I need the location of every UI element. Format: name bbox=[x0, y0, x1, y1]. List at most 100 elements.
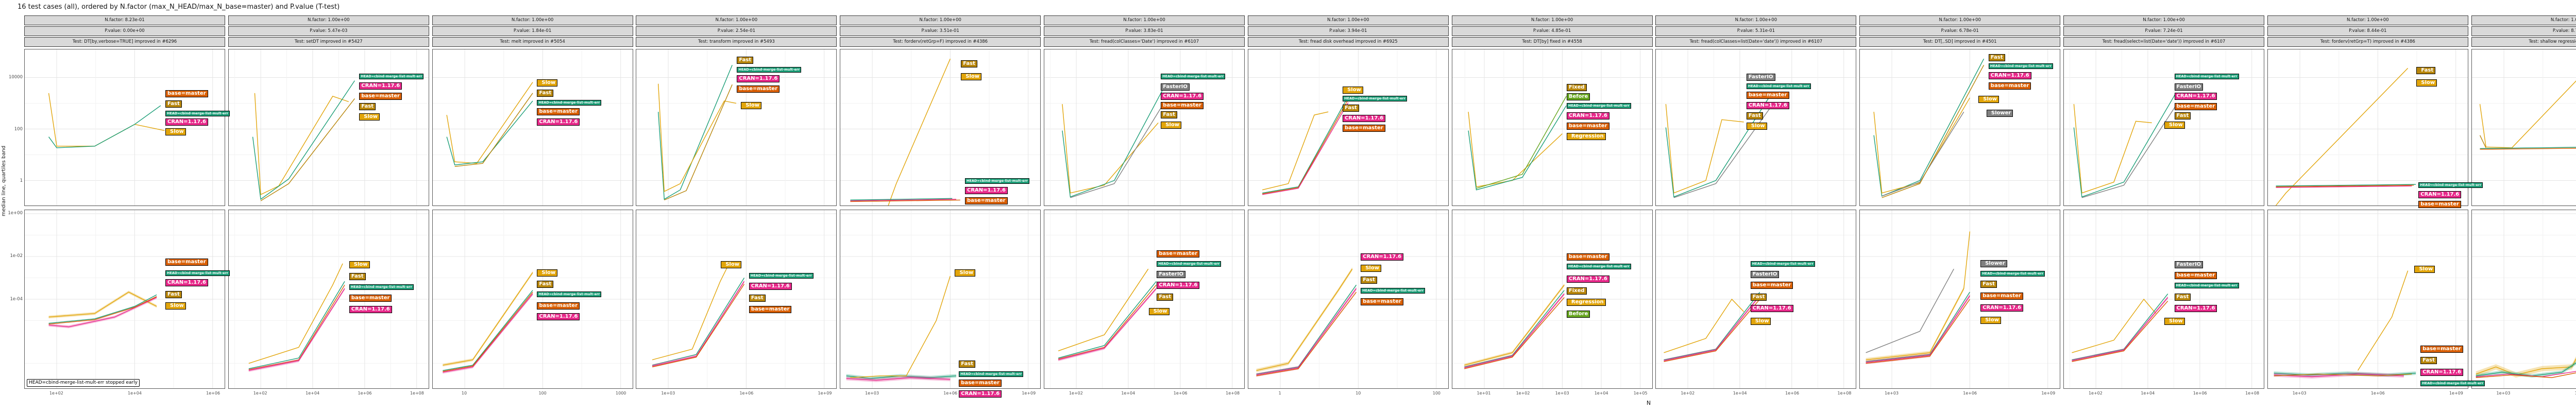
median-line bbox=[249, 264, 343, 364]
series-label: Fast bbox=[1161, 111, 1177, 119]
quartile-band bbox=[1058, 287, 1157, 362]
series-label: Fixed bbox=[1566, 84, 1587, 92]
median-line bbox=[851, 276, 951, 377]
median-line bbox=[443, 272, 533, 365]
median-line bbox=[1666, 93, 1772, 197]
median-line bbox=[652, 265, 728, 359]
series-plot bbox=[1656, 49, 1856, 205]
series-label: Fast bbox=[749, 294, 766, 302]
series-label: CRAN=1.17.6 bbox=[1343, 114, 1386, 122]
facet-strip-nfactor: N.factor: 1.00e+00 bbox=[1247, 15, 1449, 25]
x-tick-label: 1e+06 bbox=[943, 391, 958, 396]
series-label: Slower bbox=[1986, 110, 2013, 117]
x-tick-label: 1e+04 bbox=[128, 391, 142, 396]
median-line bbox=[1262, 102, 1348, 195]
series-label: HEAD=cbind-merge-list-mult-err bbox=[2174, 74, 2239, 80]
median-line bbox=[1464, 285, 1564, 365]
series-label: Fast bbox=[1980, 281, 1997, 288]
median-line bbox=[2276, 184, 2416, 186]
x-tick-label: 1e+06 bbox=[206, 391, 221, 396]
panel-seconds: Slow Fast HEAD=cbind-merge-list-mult-err ba… bbox=[840, 210, 1041, 398]
y-tick-label: 1e+00 bbox=[8, 210, 23, 216]
median-line bbox=[1666, 104, 1744, 193]
series-label: base=master bbox=[537, 108, 580, 116]
median-line bbox=[1464, 294, 1564, 368]
facet-strip-pvalue: P.value: 1.84e-01 bbox=[432, 26, 633, 36]
series-plot bbox=[2064, 49, 2264, 205]
x-tick-label: 1e+06 bbox=[1963, 391, 1977, 396]
y-tick-label: 1 bbox=[20, 178, 23, 184]
median-line bbox=[1256, 269, 1352, 370]
series-plot bbox=[1452, 210, 1652, 388]
series-label: Slow bbox=[1161, 122, 1181, 129]
median-line bbox=[1866, 299, 1970, 364]
series-label: Slow bbox=[1746, 122, 1767, 130]
facet-strip-nfactor: N.factor: 1.00e+00 bbox=[1451, 15, 1653, 25]
median-line bbox=[49, 298, 157, 327]
series-label: HEAD=cbind-merge-list-mult-err bbox=[2174, 282, 2239, 288]
panel-kilobytes: Fixed Before HEAD=cbind-merge-list-mult-er… bbox=[1451, 49, 1653, 206]
series-label: base=master bbox=[1343, 125, 1385, 132]
x-tick-label: 1e+06 bbox=[2370, 391, 2385, 396]
median-line bbox=[2274, 374, 2412, 375]
y-tick-label: 1e-02 bbox=[10, 253, 23, 259]
series-label: HEAD=cbind-merge-list-mult-err bbox=[349, 284, 414, 290]
panel-kilobytes: FasterIO HEAD=cbind-merge-list-mult-err ba… bbox=[1655, 49, 1857, 206]
series-label: Fast bbox=[1750, 293, 1767, 301]
series-label: CRAN=1.17.6 bbox=[2420, 368, 2464, 376]
series-label: CRAN=1.17.6 bbox=[1566, 112, 1609, 119]
series-label: Slow bbox=[165, 302, 186, 310]
x-tick-label: 1e+03 bbox=[2496, 391, 2511, 396]
series-label: CRAN=1.17.6 bbox=[349, 306, 392, 314]
median-line bbox=[1866, 296, 1970, 363]
median-line bbox=[1664, 292, 1760, 359]
series-label: base=master bbox=[1566, 122, 1609, 130]
x-tick-label: 10 bbox=[1355, 391, 1361, 396]
series-label: Slow bbox=[961, 73, 981, 80]
x-tick-label: 1e+08 bbox=[2245, 391, 2260, 396]
series-label: HEAD=cbind-merge-list-mult-err bbox=[2418, 182, 2483, 188]
series-label: Fast bbox=[1361, 276, 1377, 284]
median-line bbox=[2072, 299, 2156, 353]
series-label: base=master bbox=[749, 306, 792, 314]
x-tick-label: 1e+09 bbox=[1022, 391, 1036, 396]
facet-strip-pvalue: P.value: 7.24e-01 bbox=[2063, 26, 2264, 36]
x-tick-label: 1e+06 bbox=[1785, 391, 1800, 396]
x-tick-label: 1e+04 bbox=[2141, 391, 2155, 396]
median-line bbox=[1262, 99, 1348, 194]
median-line bbox=[652, 278, 744, 365]
series-label: Fast bbox=[1746, 112, 1763, 119]
median-line bbox=[255, 93, 348, 195]
series-label: base=master bbox=[964, 197, 1008, 204]
panel-kilobytes: RegressionFixedHEAD=cbind-merge-list-mul… bbox=[2471, 49, 2576, 206]
facet-strip-nfactor: N.factor: 1.00e+00 bbox=[1655, 15, 1857, 25]
series-plot bbox=[2064, 210, 2264, 388]
series-label: Slow bbox=[2416, 79, 2437, 87]
median-line bbox=[2358, 271, 2408, 371]
facet-strip-nfactor: N.factor: 1.00e+00 bbox=[840, 15, 1041, 25]
facet-strip-nfactor: N.factor: 1.00e+00 bbox=[2471, 15, 2576, 25]
facet-strip-test: Test: DT[by] fixed in #4558 bbox=[1451, 37, 1653, 47]
panel-seconds: HEAD=cbind-merge-list-mult-err FasterIO ba… bbox=[1655, 210, 1857, 389]
facet-strip-pvalue: P.value: 4.85e-01 bbox=[1451, 26, 1653, 36]
y-tick-label: 1e-04 bbox=[10, 297, 23, 302]
median-line bbox=[443, 294, 533, 372]
x-tick-label: 1e+02 bbox=[253, 391, 267, 396]
series-label: HEAD=cbind-merge-list-mult-err bbox=[1980, 271, 2045, 277]
median-line bbox=[1058, 281, 1156, 358]
series-label: Slow bbox=[1978, 95, 1999, 103]
panel-kilobytes: Slow HEAD=cbind-merge-list-mult-err Fast CR… bbox=[1247, 49, 1449, 206]
facet-strip-pvalue: P.value: 3.51e-01 bbox=[840, 26, 1041, 36]
x-tick-label: 1e+08 bbox=[1837, 391, 1852, 396]
panel-kilobytes: Fast HEAD=cbind-merge-list-mult-err CRAN=1… bbox=[636, 49, 837, 206]
series-plot bbox=[1860, 210, 2060, 388]
x-tick-label: 1e+08 bbox=[1226, 391, 1240, 396]
series-label: HEAD=cbind-merge-list-mult-err bbox=[165, 270, 230, 276]
stopped-early-annotation: HEAD=cbind-merge-list-mult-err stopped e… bbox=[27, 379, 140, 387]
series-plot bbox=[433, 49, 633, 205]
facet-strip-nfactor: N.factor: 1.00e+00 bbox=[1859, 15, 2061, 25]
median-line bbox=[658, 65, 733, 199]
median-line bbox=[1464, 290, 1564, 367]
series-label: Slow bbox=[2164, 317, 2185, 325]
median-line bbox=[1256, 285, 1356, 374]
